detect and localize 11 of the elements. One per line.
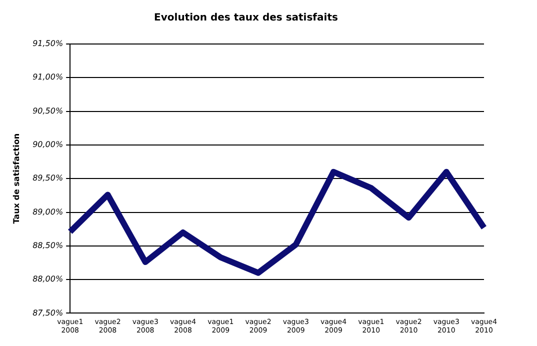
y-tick-label: 88,00% bbox=[32, 274, 64, 284]
y-tick-label: 89,00% bbox=[32, 207, 64, 216]
y-tick-label: 89,50% bbox=[32, 174, 64, 183]
y-tick-label: 90,00% bbox=[32, 140, 64, 150]
y-tick-label: 91,00% bbox=[32, 72, 64, 82]
y-tick-label: 87,50% bbox=[32, 308, 64, 318]
y-axis-title: Taux de satisfaction bbox=[12, 133, 21, 224]
y-tick-label: 90,50% bbox=[32, 106, 64, 116]
y-tick-label: 88,50% bbox=[32, 240, 64, 250]
y-tick-label: 91,50% bbox=[32, 39, 64, 48]
chart-title: Evolution des taux des satisfaits bbox=[154, 12, 338, 24]
